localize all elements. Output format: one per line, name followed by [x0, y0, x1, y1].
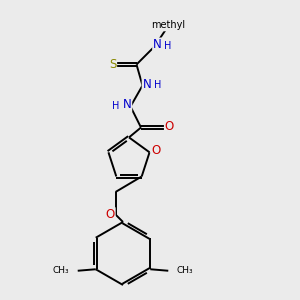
Text: N: N — [122, 98, 131, 112]
Text: CH₃: CH₃ — [177, 266, 193, 275]
Text: S: S — [109, 58, 116, 71]
Text: O: O — [165, 119, 174, 133]
Text: CH₃: CH₃ — [53, 266, 69, 275]
Text: N: N — [153, 38, 162, 52]
Text: methyl: methyl — [151, 20, 185, 31]
Text: O: O — [152, 144, 161, 157]
Text: N: N — [142, 77, 152, 91]
Text: O: O — [106, 208, 115, 221]
Text: H: H — [164, 41, 172, 51]
Text: H: H — [154, 80, 162, 90]
Text: H: H — [112, 101, 119, 111]
